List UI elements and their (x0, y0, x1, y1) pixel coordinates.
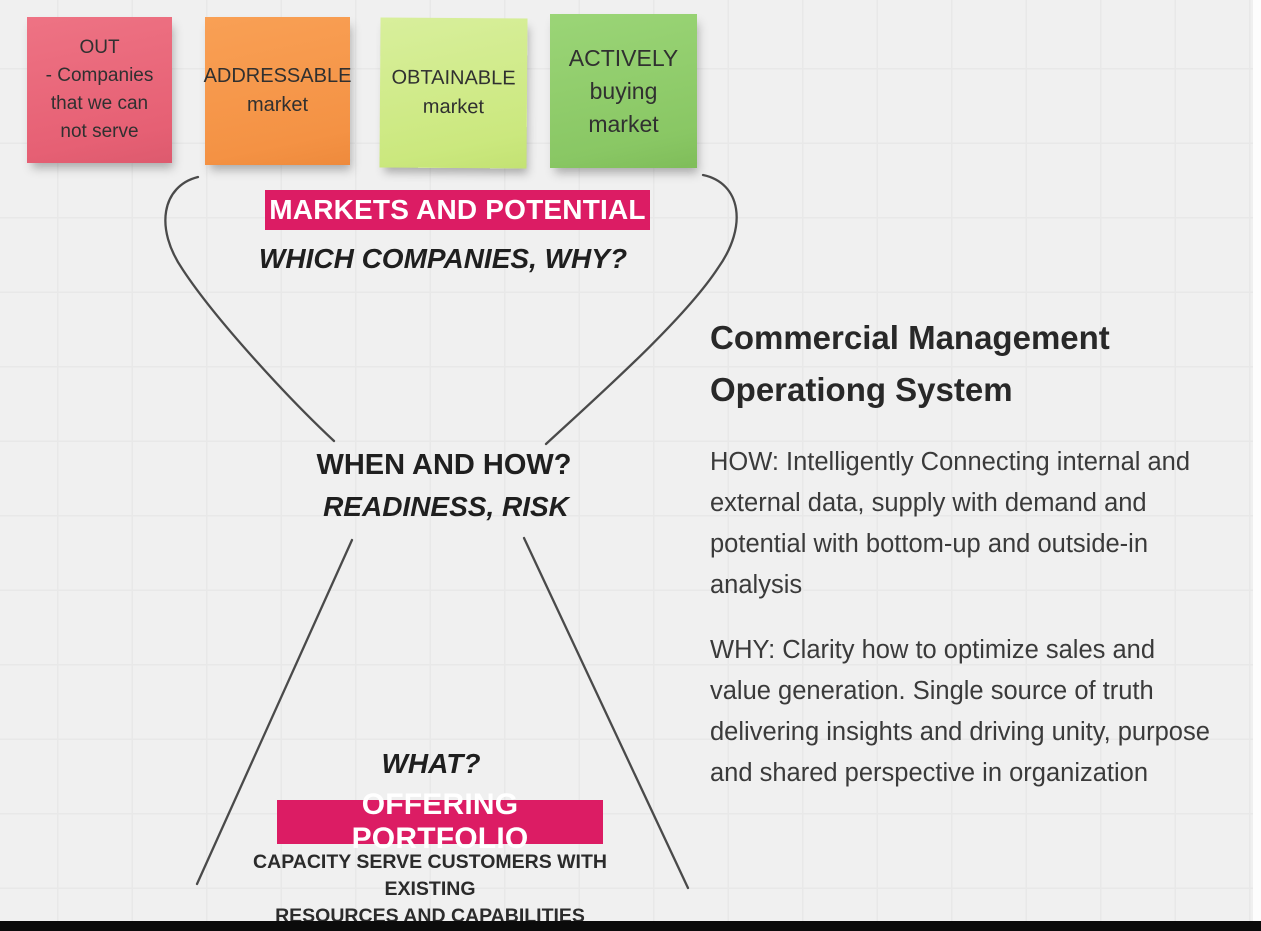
sticky-note-out[interactable]: OUT - Companies that we can not serve (27, 17, 172, 163)
capacity-label[interactable]: CAPACITY SERVE CUSTOMERS WITH EXISTING R… (225, 849, 635, 930)
note-line: - Companies (45, 65, 154, 86)
funnel-curve-top-right[interactable] (544, 173, 738, 446)
offering-portfolio-banner[interactable]: OFFERING PORTFOLIO (277, 788, 603, 855)
note-line: OUT (79, 37, 120, 58)
note-line: ACTIVELY (568, 44, 679, 71)
note-line: market (246, 94, 309, 116)
note-line: ADDRESSABLE (203, 65, 352, 87)
note-line: buying (589, 77, 658, 104)
sticky-note-actively-buying[interactable]: ACTIVELY buying market (550, 14, 697, 168)
what-label[interactable]: WHAT? (381, 748, 481, 779)
funnel-line-bottom-right[interactable] (522, 536, 690, 890)
sticky-note-addressable[interactable]: ADDRESSABLE market (203, 17, 352, 165)
note-line: that we can (50, 93, 149, 114)
markets-and-potential-banner[interactable]: MARKETS AND POTENTIAL (265, 190, 650, 230)
which-companies-label[interactable]: WHICH COMPANIES, WHY? (258, 243, 628, 274)
when-and-how-label[interactable]: WHEN AND HOW? (316, 449, 572, 481)
panel-how-paragraph[interactable]: HOW: Intelligently Connecting internal a… (710, 448, 1191, 599)
description-panel[interactable]: Commercial Management Operationg System … (710, 312, 1222, 818)
note-line: market (588, 110, 659, 137)
panel-why-paragraph[interactable]: WHY: Clarity how to optimize sales and v… (710, 636, 1210, 787)
funnel-line-bottom-left[interactable] (195, 538, 354, 886)
readiness-risk-label[interactable]: READINESS, RISK (323, 491, 569, 522)
funnel-curve-top-left[interactable] (164, 175, 336, 443)
capacity-line-1: CAPACITY SERVE CUSTOMERS WITH EXISTING (253, 851, 607, 900)
note-line: not serve (60, 121, 139, 142)
bottom-black-bar (0, 921, 1261, 931)
right-edge-strip (1253, 0, 1261, 921)
panel-title[interactable]: Commercial Management Operationg System (710, 319, 1110, 408)
